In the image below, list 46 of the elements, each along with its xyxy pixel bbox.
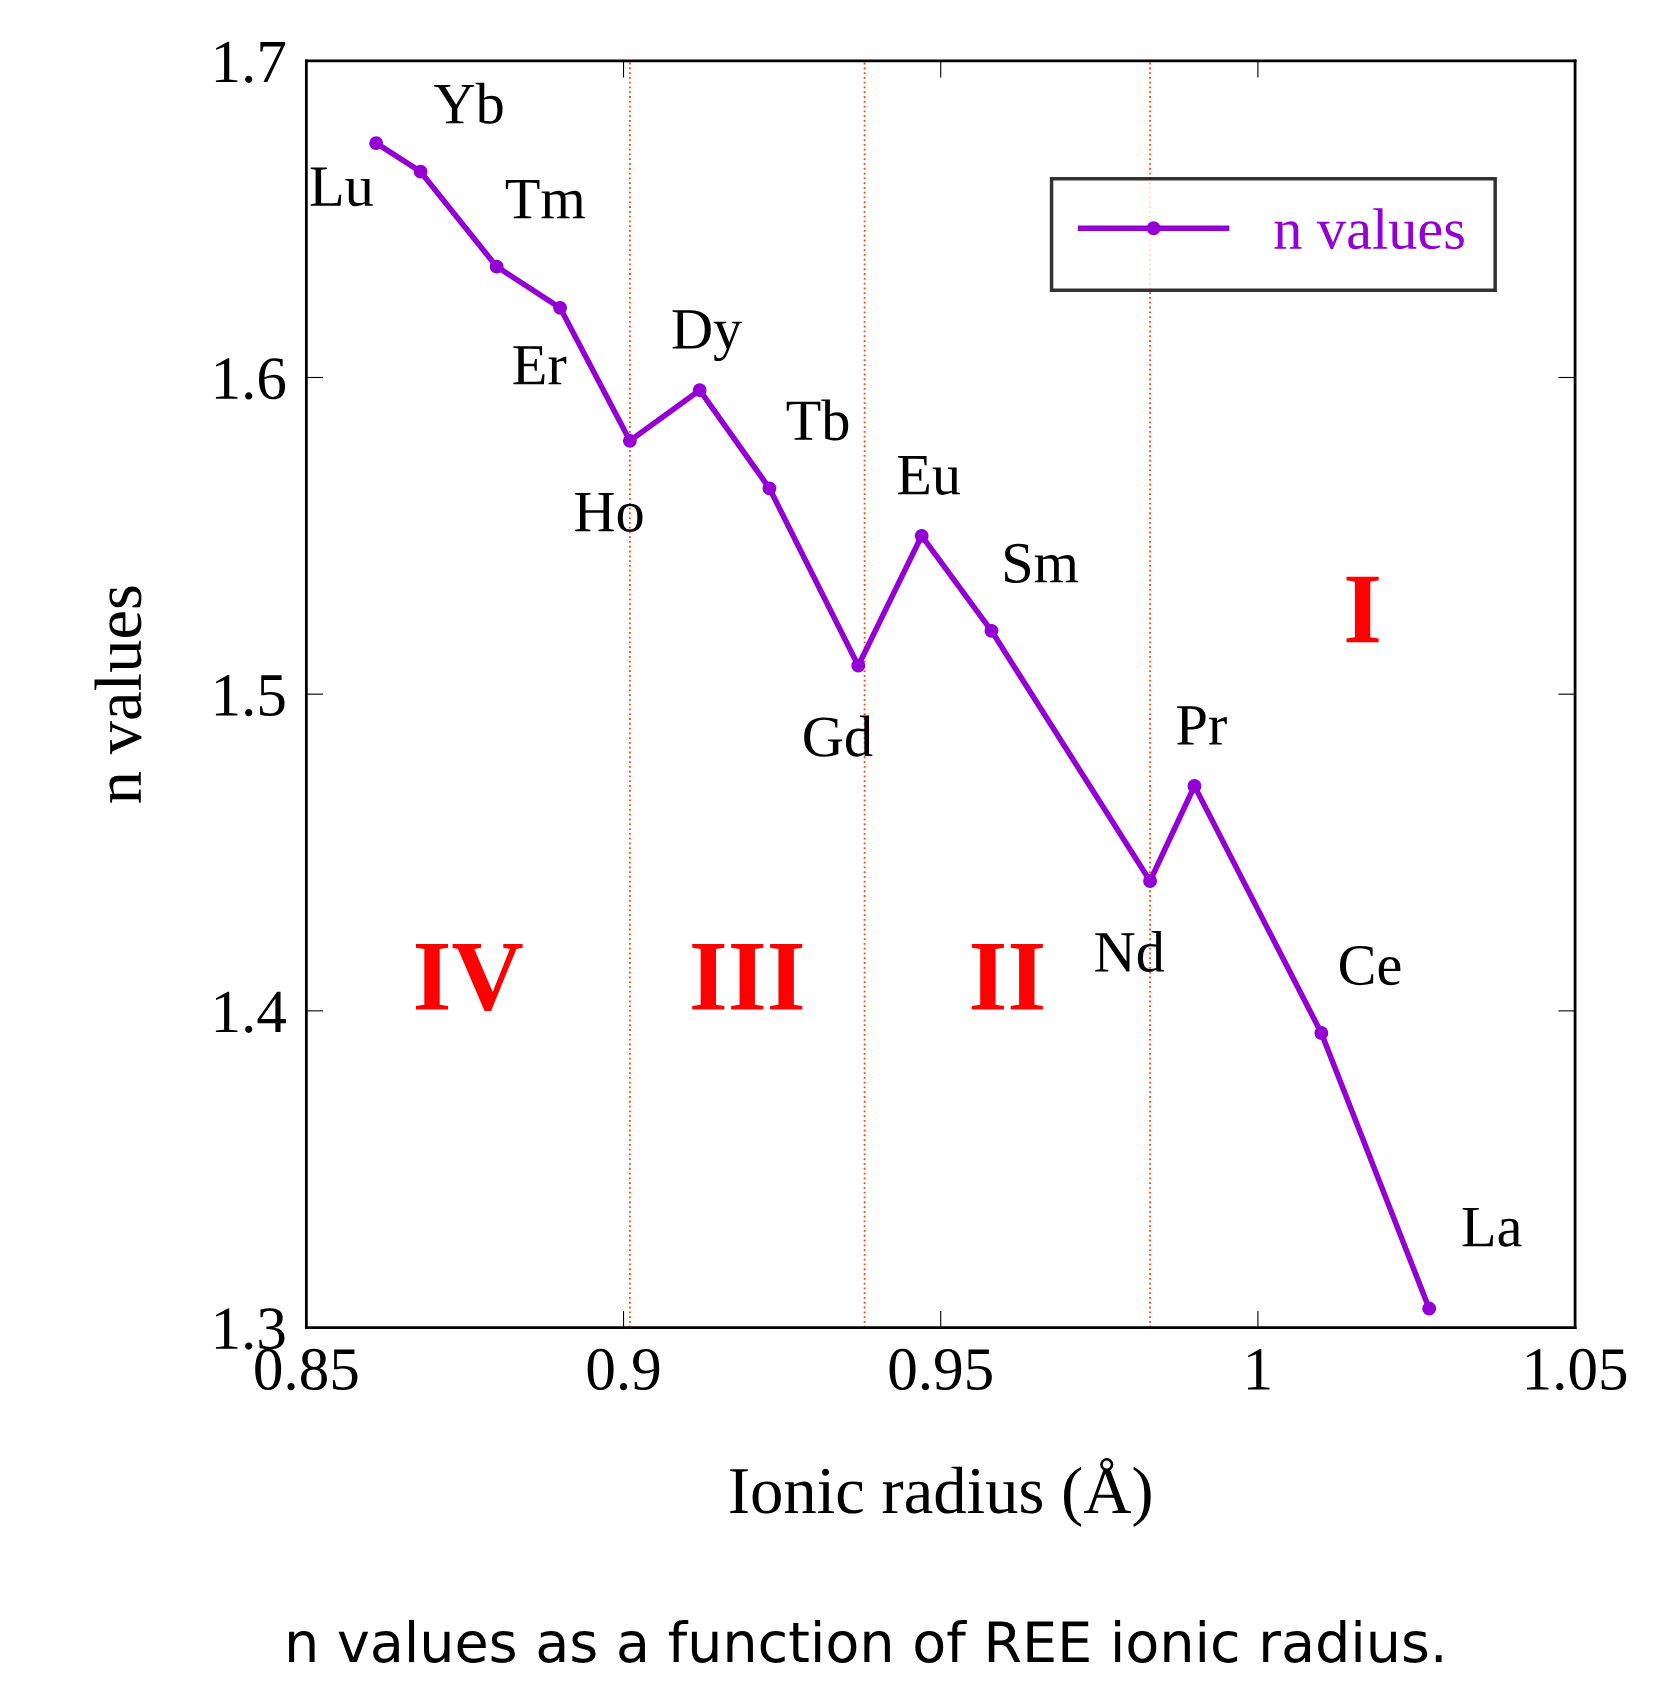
data-label: Gd xyxy=(804,715,873,757)
y-axis-title: n values xyxy=(94,586,142,803)
data-label: Dy xyxy=(672,310,743,362)
point xyxy=(1314,1026,1329,1040)
point xyxy=(369,136,384,151)
data-label: Tb xyxy=(786,399,849,441)
data-label: Yb xyxy=(434,82,503,124)
x-tick-label: 1.05 xyxy=(1526,1348,1627,1391)
x-tick-label: 0.9 xyxy=(587,1348,660,1391)
data-label: Eu xyxy=(897,456,961,495)
point xyxy=(984,623,999,638)
data-label: Pr xyxy=(1177,706,1227,745)
data-label: Lu xyxy=(310,167,373,207)
point xyxy=(489,259,504,274)
point xyxy=(553,300,568,315)
data-label: Tm xyxy=(505,179,585,219)
point xyxy=(1187,779,1202,793)
data-label: Ho xyxy=(575,493,643,532)
x-tick-label: 0.95 xyxy=(889,1348,992,1391)
annotation: IV xyxy=(415,944,523,1012)
point xyxy=(1422,1301,1437,1316)
data-label: Er xyxy=(513,346,567,385)
y-tick-label: 1.3 xyxy=(215,1308,285,1350)
annotation: I xyxy=(1346,576,1379,643)
y-tick-label: 1.7 xyxy=(215,41,286,83)
point xyxy=(413,164,428,179)
data-label: Nd xyxy=(1095,930,1165,973)
x-tick-label: 1 xyxy=(1248,1349,1270,1390)
legend-label: n values xyxy=(1274,208,1464,250)
point xyxy=(622,433,637,448)
data-label: Ce xyxy=(1339,945,1401,986)
point xyxy=(762,481,777,496)
point xyxy=(851,658,866,673)
point xyxy=(1143,874,1158,888)
data-label: Sm xyxy=(1005,543,1079,583)
y-tick-label: 1.5 xyxy=(215,675,285,717)
annotation: III xyxy=(692,944,803,1010)
y-tick-label: 1.6 xyxy=(215,358,286,400)
x-axis-title: Ionic radius (Å) xyxy=(730,1457,1151,1528)
point xyxy=(914,528,929,543)
x-tick-label: 0.85 xyxy=(255,1348,358,1391)
y-tick-label: 1.4 xyxy=(215,991,286,1033)
text: n values as a function of REE ionic radius. xyxy=(289,1619,1442,1663)
annotation: II xyxy=(971,944,1043,1010)
data-label: La xyxy=(1462,1207,1522,1247)
point xyxy=(692,383,707,398)
